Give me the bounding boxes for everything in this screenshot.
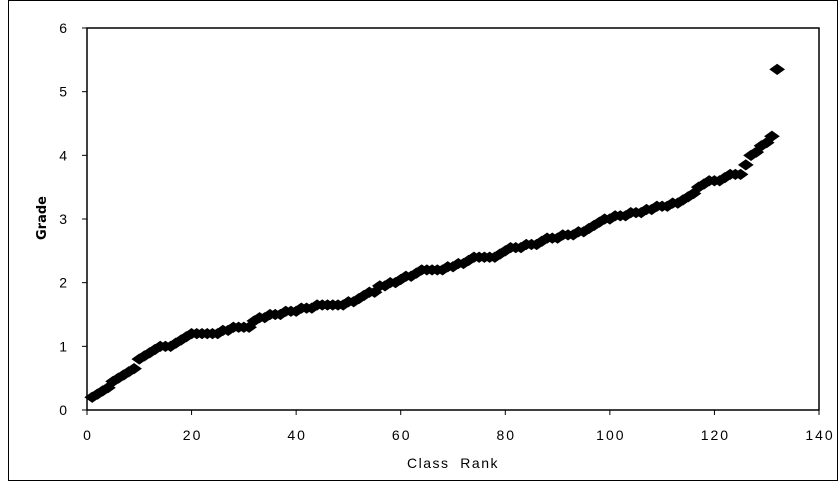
x-axis-label: Class Rank	[407, 455, 499, 471]
y-axis-label: Grade	[35, 196, 50, 240]
data-points	[85, 64, 784, 402]
data-point	[739, 160, 753, 170]
x-tick-label: 120	[701, 427, 730, 443]
x-tick-label: 140	[805, 427, 834, 443]
y-tick-label: 4	[59, 147, 69, 163]
y-axis-ticks: 0 1 2 3 4 5 6	[59, 20, 87, 418]
y-tick-label: 1	[59, 338, 69, 354]
y-tick-label: 0	[59, 402, 69, 418]
x-tick-label: 100	[596, 427, 625, 443]
x-tick-label: 20	[183, 427, 203, 443]
x-tick-label: 60	[392, 427, 412, 443]
x-tick-label: 0	[83, 427, 93, 443]
y-tick-label: 3	[59, 211, 69, 227]
y-tick-label: 5	[59, 84, 69, 100]
y-tick-label: 6	[59, 20, 69, 36]
x-axis-ticks: 0 20 40 60 80 100 120 140	[83, 410, 835, 443]
x-tick-label: 80	[496, 427, 516, 443]
y-tick-label: 2	[59, 275, 69, 291]
data-point	[770, 64, 784, 74]
x-tick-label: 40	[287, 427, 307, 443]
plot-area	[87, 28, 819, 410]
